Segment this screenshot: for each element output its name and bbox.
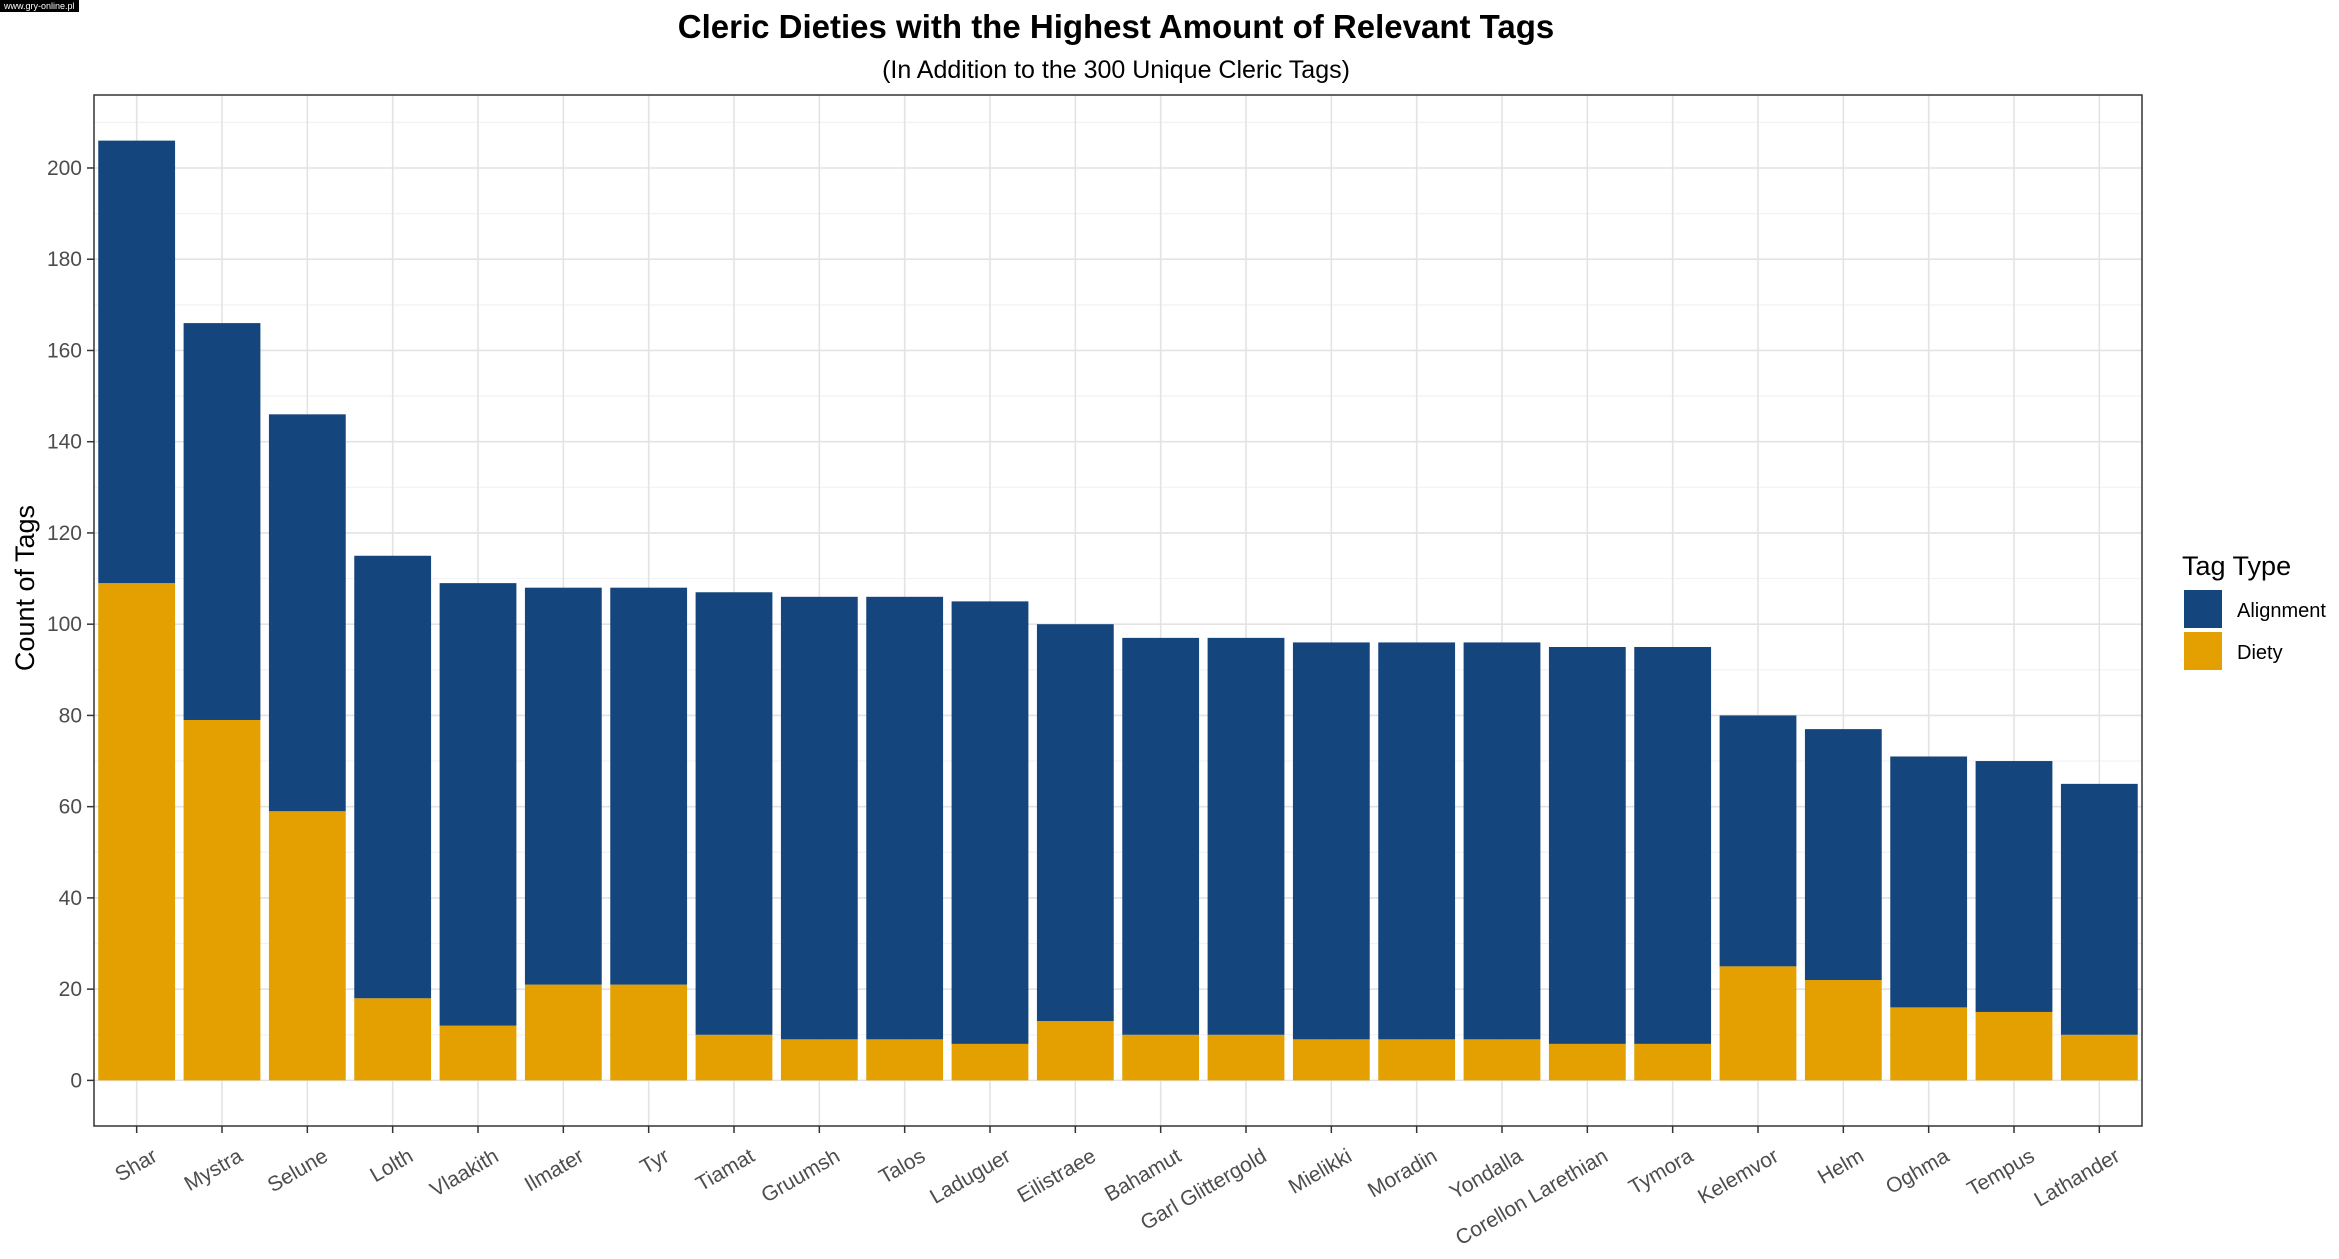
x-tick-label: Mielikki bbox=[1285, 1144, 1356, 1198]
bar-alignment bbox=[98, 140, 176, 584]
x-tick-label: Ilmater bbox=[521, 1144, 588, 1196]
bar-alignment bbox=[1804, 729, 1882, 981]
y-tick-label: 60 bbox=[59, 796, 82, 819]
bar-alignment bbox=[268, 414, 346, 812]
bar-diety bbox=[866, 1039, 944, 1081]
x-tick-label: Corellon Larethian bbox=[1452, 1144, 1612, 1250]
bar-alignment bbox=[1463, 642, 1541, 1040]
bar-diety bbox=[2060, 1034, 2138, 1081]
panel-background bbox=[94, 95, 2142, 1126]
bar-alignment bbox=[1036, 624, 1114, 1022]
bar-alignment bbox=[524, 587, 602, 985]
bar-diety bbox=[1207, 1034, 1285, 1081]
bar-alignment bbox=[2060, 783, 2138, 1035]
bar-alignment bbox=[1975, 761, 2053, 1012]
x-tick-label: Tiamat bbox=[692, 1144, 759, 1196]
bar-alignment bbox=[439, 583, 517, 1026]
legend-label-diety: Diety bbox=[2237, 642, 2283, 664]
x-tick-label: Gruumsh bbox=[758, 1144, 844, 1207]
bar-alignment bbox=[1548, 646, 1626, 1044]
bar-alignment bbox=[183, 323, 261, 720]
legend: Tag Type Alignment Diety bbox=[2182, 551, 2326, 670]
x-tick-label: Tempus bbox=[1963, 1144, 2038, 1201]
y-tick-label: 120 bbox=[47, 522, 82, 545]
x-tick-label: Selune bbox=[264, 1144, 332, 1197]
bar-diety bbox=[268, 811, 346, 1081]
x-tick-label: Tymora bbox=[1625, 1144, 1697, 1199]
x-tick-label: Oghma bbox=[1882, 1144, 1953, 1199]
chart-subtitle: (In Addition to the 300 Unique Cleric Ta… bbox=[882, 56, 1350, 84]
x-tick-label: Lathander bbox=[2030, 1144, 2123, 1211]
bar-alignment bbox=[1378, 642, 1456, 1040]
bar-diety bbox=[1719, 966, 1797, 1081]
bar-diety bbox=[1036, 1021, 1114, 1081]
bar-alignment bbox=[780, 596, 858, 1040]
bar-diety bbox=[183, 719, 261, 1081]
y-tick-label: 80 bbox=[59, 704, 82, 727]
y-tick-label: 200 bbox=[47, 157, 82, 180]
bar-diety bbox=[354, 998, 432, 1081]
bar-diety bbox=[98, 583, 176, 1081]
y-tick-label: 40 bbox=[59, 887, 82, 910]
bar-diety bbox=[951, 1043, 1029, 1081]
bar-diety bbox=[439, 1025, 517, 1081]
x-tick-label: Vlaakith bbox=[426, 1144, 502, 1201]
bar-alignment bbox=[951, 601, 1029, 1044]
bar-diety bbox=[1890, 1007, 1968, 1081]
x-tick-label: Lolth bbox=[366, 1144, 417, 1187]
bar-alignment bbox=[1719, 715, 1797, 967]
watermark: www.gry-online.pl bbox=[0, 0, 79, 12]
x-tick-label: Moradin bbox=[1364, 1144, 1441, 1202]
plot-panel: 0 20 40 60 80 100 120 140 160 180 200 Shar Mystra Sel… bbox=[47, 94, 2143, 1250]
bar-diety bbox=[1122, 1034, 1200, 1081]
x-tick-label: Tyr bbox=[636, 1144, 673, 1179]
bar-alignment bbox=[610, 587, 688, 985]
bar-alignment bbox=[354, 555, 432, 999]
y-tick-label: 160 bbox=[47, 339, 82, 362]
bar-diety bbox=[1548, 1043, 1626, 1081]
bar-diety bbox=[1463, 1039, 1541, 1081]
bar-alignment bbox=[1292, 642, 1370, 1040]
y-tick-label: 0 bbox=[70, 1069, 82, 1092]
x-tick-label: Mystra bbox=[180, 1144, 246, 1196]
y-tick-label: 180 bbox=[47, 248, 82, 271]
bar-alignment bbox=[1122, 637, 1200, 1035]
x-tick-label: Kelemvor bbox=[1694, 1144, 1782, 1208]
bar-diety bbox=[1634, 1043, 1712, 1081]
y-tick-label: 140 bbox=[47, 431, 82, 454]
x-tick-label: Laduguer bbox=[926, 1144, 1014, 1208]
x-tick-label: Shar bbox=[111, 1144, 161, 1186]
chart-title: Cleric Dieties with the Highest Amount o… bbox=[678, 8, 1554, 45]
bar-diety bbox=[780, 1039, 858, 1081]
bar-alignment bbox=[866, 596, 944, 1040]
legend-key-alignment bbox=[2184, 590, 2222, 628]
bar-diety bbox=[524, 984, 602, 1081]
bar-alignment bbox=[695, 592, 773, 1035]
bar-diety bbox=[610, 984, 688, 1081]
legend-label-alignment: Alignment bbox=[2237, 600, 2326, 622]
bar-diety bbox=[695, 1034, 773, 1081]
x-tick-label: Eilistraee bbox=[1014, 1144, 1100, 1207]
bar-diety bbox=[1975, 1011, 2053, 1081]
bar-alignment bbox=[1634, 646, 1712, 1044]
bar-diety bbox=[1292, 1039, 1370, 1081]
legend-key-diety bbox=[2184, 632, 2222, 670]
bar-diety bbox=[1804, 980, 1882, 1081]
x-tick-label: Helm bbox=[1814, 1144, 1868, 1188]
y-axis-label: Count of Tags bbox=[10, 505, 40, 671]
bar-diety bbox=[1378, 1039, 1456, 1081]
bar-alignment bbox=[1207, 637, 1285, 1035]
legend-title: Tag Type bbox=[2182, 551, 2291, 581]
x-tick-label: Talos bbox=[875, 1144, 929, 1188]
y-tick-label: 20 bbox=[59, 978, 82, 1001]
y-tick-label: 100 bbox=[47, 613, 82, 636]
bar-alignment bbox=[1890, 756, 1968, 1008]
panel-border bbox=[93, 94, 2143, 1127]
